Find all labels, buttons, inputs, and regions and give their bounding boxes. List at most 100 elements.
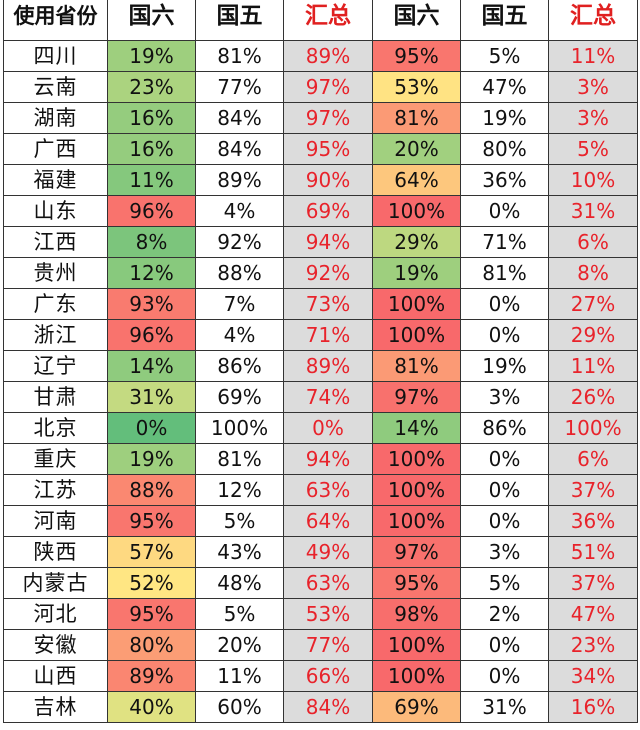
province-cell: 广西 [3,133,108,165]
total-share-a: 84% [283,691,373,723]
guo6-share-b: 97% [372,536,461,568]
table-row: 江苏 88% 12% 63% 100% 0% 37% [3,474,638,506]
guo5-share-a: 20% [195,629,284,661]
guo5-share-b: 19% [460,102,549,134]
guo6-share-b: 95% [372,40,461,72]
guo6-share-a: 0% [107,412,196,444]
guo5-share-b: 36% [460,164,549,196]
total-share-b: 6% [548,226,638,258]
guo5-share-a: 4% [195,195,284,227]
province-cell: 云南 [3,71,108,103]
guo5-share-a: 48% [195,567,284,599]
total-share-a: 94% [283,226,373,258]
total-share-a: 0% [283,412,373,444]
guo6-share-b: 53% [372,71,461,103]
total-share-b: 37% [548,567,638,599]
header-guo6-b: 国六 [372,0,461,41]
guo6-share-a: 88% [107,474,196,506]
province-cell: 广东 [3,288,108,320]
guo5-share-b: 3% [460,536,549,568]
province-cell: 河南 [3,505,108,537]
guo5-share-b: 0% [460,474,549,506]
guo6-share-a: 11% [107,164,196,196]
guo5-share-a: 89% [195,164,284,196]
guo6-share-b: 98% [372,598,461,630]
province-cell: 山东 [3,195,108,227]
guo5-share-b: 71% [460,226,549,258]
guo6-share-b: 64% [372,164,461,196]
total-share-a: 97% [283,71,373,103]
total-share-b: 31% [548,195,638,227]
guo5-share-b: 5% [460,40,549,72]
guo6-share-a: 95% [107,598,196,630]
guo6-share-a: 93% [107,288,196,320]
guo6-share-a: 96% [107,319,196,351]
guo5-share-a: 84% [195,102,284,134]
guo6-share-a: 23% [107,71,196,103]
province-cell: 浙江 [3,319,108,351]
total-share-a: 71% [283,319,373,351]
province-cell: 北京 [3,412,108,444]
province-cell: 辽宁 [3,350,108,382]
guo5-share-b: 86% [460,412,549,444]
table-row: 甘肃 31% 69% 74% 97% 3% 26% [3,381,638,413]
guo5-share-a: 86% [195,350,284,382]
table-row: 河南 95% 5% 64% 100% 0% 36% [3,505,638,537]
guo5-share-a: 4% [195,319,284,351]
province-cell: 陕西 [3,536,108,568]
guo5-share-b: 0% [460,505,549,537]
table-row: 内蒙古 52% 48% 63% 95% 5% 37% [3,567,638,599]
total-share-b: 6% [548,443,638,475]
guo6-share-b: 19% [372,257,461,289]
guo5-share-a: 100% [195,412,284,444]
guo5-share-a: 81% [195,40,284,72]
guo5-share-a: 43% [195,536,284,568]
province-cell: 福建 [3,164,108,196]
guo5-share-b: 47% [460,71,549,103]
province-cell: 内蒙古 [3,567,108,599]
table-row: 山西 89% 11% 66% 100% 0% 34% [3,660,638,692]
total-share-b: 5% [548,133,638,165]
guo5-share-b: 81% [460,257,549,289]
total-share-a: 89% [283,350,373,382]
total-share-b: 36% [548,505,638,537]
total-share-b: 51% [548,536,638,568]
total-share-a: 77% [283,629,373,661]
total-share-b: 26% [548,381,638,413]
guo6-share-b: 20% [372,133,461,165]
guo5-share-a: 5% [195,505,284,537]
total-share-a: 95% [283,133,373,165]
guo6-share-a: 96% [107,195,196,227]
province-cell: 山西 [3,660,108,692]
guo6-share-a: 19% [107,40,196,72]
province-cell: 重庆 [3,443,108,475]
guo5-share-b: 3% [460,381,549,413]
guo5-share-b: 31% [460,691,549,723]
table-row: 辽宁 14% 86% 89% 81% 19% 11% [3,350,638,382]
total-share-a: 73% [283,288,373,320]
total-share-a: 49% [283,536,373,568]
table-row: 北京 0% 100% 0% 14% 86% 100% [3,412,638,444]
table-row: 贵州 12% 88% 92% 19% 81% 8% [3,257,638,289]
guo5-share-b: 80% [460,133,549,165]
total-share-b: 34% [548,660,638,692]
total-share-a: 94% [283,443,373,475]
guo5-share-a: 69% [195,381,284,413]
guo5-share-b: 2% [460,598,549,630]
province-cell: 甘肃 [3,381,108,413]
total-share-b: 23% [548,629,638,661]
guo6-share-b: 100% [372,629,461,661]
guo6-share-b: 100% [372,474,461,506]
guo6-share-a: 52% [107,567,196,599]
guo5-share-b: 0% [460,288,549,320]
province-cell: 江苏 [3,474,108,506]
total-share-b: 8% [548,257,638,289]
header-total-b: 汇总 [548,0,638,41]
guo6-share-a: 8% [107,226,196,258]
guo5-share-a: 77% [195,71,284,103]
guo5-share-a: 81% [195,443,284,475]
province-cell: 四川 [3,40,108,72]
guo6-share-b: 81% [372,350,461,382]
province-cell: 河北 [3,598,108,630]
total-share-a: 66% [283,660,373,692]
